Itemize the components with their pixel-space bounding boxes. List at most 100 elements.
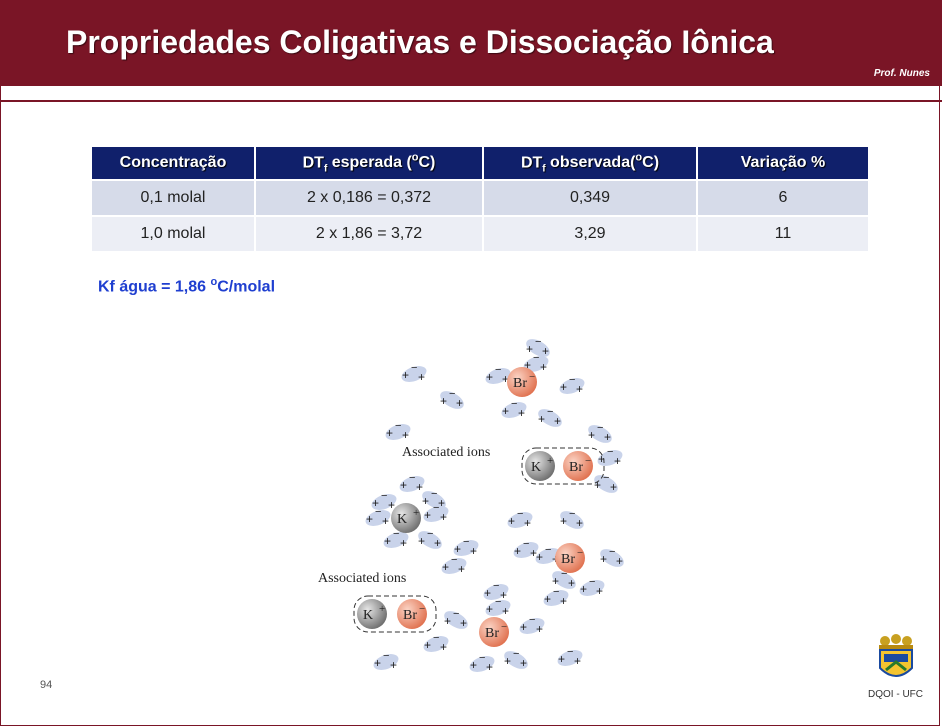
kf-note: Kf água = 1,86 oC/molal <box>98 276 276 296</box>
water-molecule: +−+ <box>383 528 409 550</box>
svg-text:+: + <box>610 480 617 494</box>
water-molecule: +−+ <box>523 352 549 374</box>
svg-text:−: − <box>547 406 553 418</box>
associated-box-upper <box>521 447 605 485</box>
associated-ions-label-lower: Associated ions <box>318 571 406 586</box>
water-molecule: +−+ <box>552 568 576 590</box>
svg-text:+: + <box>552 574 559 588</box>
svg-text:Br: Br <box>561 552 575 567</box>
svg-text:+: + <box>508 514 515 528</box>
water-molecule: +−+ <box>418 528 442 550</box>
svg-text:−: − <box>545 544 551 556</box>
svg-text:−: − <box>529 371 535 383</box>
title-banner: Propriedades Coligativas e Dissociação I… <box>0 0 942 86</box>
svg-text:+: + <box>518 406 525 420</box>
water-molecule: +−+ <box>579 576 605 598</box>
svg-text:−: − <box>603 472 609 484</box>
water-molecule: +−+ <box>399 472 425 494</box>
svg-text:−: − <box>577 547 583 559</box>
svg-text:+: + <box>502 604 509 618</box>
table-cell: 0,1 molal <box>92 181 254 215</box>
svg-text:+: + <box>390 658 397 672</box>
svg-text:Br: Br <box>403 608 417 623</box>
svg-text:+: + <box>458 562 465 576</box>
svg-text:−: − <box>553 586 559 598</box>
svg-text:+: + <box>379 603 385 615</box>
svg-text:+: + <box>486 370 493 384</box>
svg-text:−: − <box>513 648 519 660</box>
water-molecule: +−+ <box>401 362 427 384</box>
svg-text:+: + <box>536 550 543 564</box>
svg-text:+: + <box>558 652 565 666</box>
svg-text:+: + <box>384 534 391 548</box>
svg-text:+: + <box>574 654 581 668</box>
ions: Br −K + Br −K +Br −K + Br −Br − <box>357 367 593 647</box>
svg-text:−: − <box>495 364 501 376</box>
svg-text:−: − <box>393 528 399 540</box>
svg-text:−: − <box>523 538 529 550</box>
table-cell: 6 <box>698 181 868 215</box>
svg-text:−: − <box>607 446 613 458</box>
svg-text:+: + <box>530 546 537 560</box>
table-cell: 11 <box>698 217 868 251</box>
water-molecule: +−+ <box>507 508 533 530</box>
bromide-ion: Br − <box>555 543 585 573</box>
svg-text:+: + <box>422 494 429 508</box>
svg-text:+: + <box>540 360 547 374</box>
svg-text:+: + <box>536 622 543 636</box>
svg-text:−: − <box>493 580 499 592</box>
svg-text:+: + <box>402 428 409 442</box>
svg-text:−: − <box>529 614 535 626</box>
svg-text:−: − <box>569 374 575 386</box>
svg-text:+: + <box>470 544 477 558</box>
svg-text:−: − <box>589 576 595 588</box>
svg-text:+: + <box>596 584 603 598</box>
table-row: 0,1 molal 2 x 0,186 = 0,372 0,349 6 <box>92 181 868 215</box>
svg-text:−: − <box>453 608 459 620</box>
svg-text:+: + <box>442 560 449 574</box>
svg-text:+: + <box>444 614 451 628</box>
ion-dissociation-diagram: + −++ −++ −+ + −++ −++ −++ −+ + −++ −+ + −++ −++ −++ −++… <box>318 336 624 674</box>
water-molecule: +−+ <box>469 652 495 674</box>
table-cell: 3,29 <box>484 217 696 251</box>
water-molecule: +−+ <box>483 580 509 602</box>
svg-text:+: + <box>382 514 389 528</box>
svg-text:−: − <box>383 650 389 662</box>
svg-text:+: + <box>524 358 531 372</box>
svg-text:+: + <box>598 452 605 466</box>
water-molecule: +−+ <box>365 506 391 528</box>
svg-text:+: + <box>568 576 575 590</box>
header-concentration: Concentração <box>92 147 254 179</box>
water-molecule: +−+ <box>588 422 612 444</box>
associated-ions-label-upper: Associated ions <box>402 445 490 460</box>
water-molecules: + −++ −++ −+ + −++ −++ −++ −+ + −++ −+ + −++ −++ −++ −++… <box>365 336 624 674</box>
svg-text:−: − <box>511 398 517 410</box>
svg-text:+: + <box>440 640 447 654</box>
water-molecule: +−+ <box>453 536 479 558</box>
table-cell: 2 x 1,86 = 3,72 <box>256 217 482 251</box>
svg-text:+: + <box>388 498 395 512</box>
svg-text:K: K <box>363 608 373 623</box>
data-table: Concentração DTf esperada (oC) DTf obser… <box>90 145 870 253</box>
svg-text:−: − <box>381 490 387 502</box>
water-molecule: +−+ <box>422 488 446 510</box>
svg-text:+: + <box>460 616 467 630</box>
svg-text:+: + <box>504 654 511 668</box>
svg-text:+: + <box>500 588 507 602</box>
svg-text:−: − <box>433 632 439 644</box>
svg-text:−: − <box>411 362 417 374</box>
water-molecule: +−+ <box>385 420 411 442</box>
svg-text:−: − <box>495 596 501 608</box>
svg-text:+: + <box>526 342 533 356</box>
table-cell: 2 x 0,186 = 0,372 <box>256 181 482 215</box>
svg-text:+: + <box>560 380 567 394</box>
svg-text:+: + <box>454 542 461 556</box>
svg-text:−: − <box>375 506 381 518</box>
svg-text:−: − <box>561 568 567 580</box>
svg-text:−: − <box>395 420 401 432</box>
separator-line <box>0 100 942 102</box>
svg-text:+: + <box>538 412 545 426</box>
svg-text:+: + <box>616 554 623 568</box>
svg-text:−: − <box>609 546 615 558</box>
water-molecule: +−+ <box>526 336 550 358</box>
